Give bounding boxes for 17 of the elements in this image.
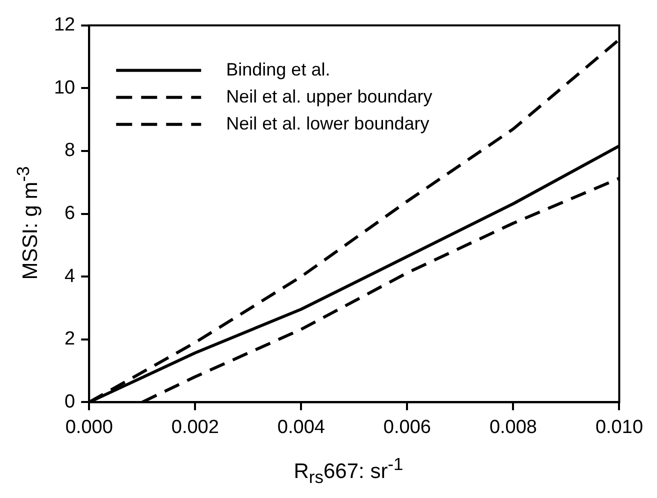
y-tick-label: 0	[64, 391, 76, 412]
x-tick-label: 0.004	[277, 416, 326, 438]
legend-label: Neil et al. lower boundary	[226, 113, 430, 134]
x-axis-title: R$_{rs}$667: sr$^{-1}$	[292, 454, 404, 488]
legend-label: Binding et al.	[226, 59, 330, 80]
legend-label: Neil et al. upper boundary	[226, 86, 432, 106]
x-tick-label: 0.006	[383, 416, 431, 438]
x-tick-label: 0.000	[65, 416, 113, 438]
y-tick-label: 10	[54, 77, 76, 98]
y-tick-label: 8	[64, 140, 76, 162]
y-tick-label: 4	[64, 266, 76, 287]
y-tick-label: 6	[64, 203, 76, 224]
y-tick-label: 12	[54, 14, 76, 36]
x-tick-label: 0.008	[489, 416, 537, 438]
x-tick-label: 0.002	[171, 416, 219, 438]
y-tick-label: 2	[64, 328, 76, 350]
x-tick-label: 0.010	[595, 416, 643, 438]
